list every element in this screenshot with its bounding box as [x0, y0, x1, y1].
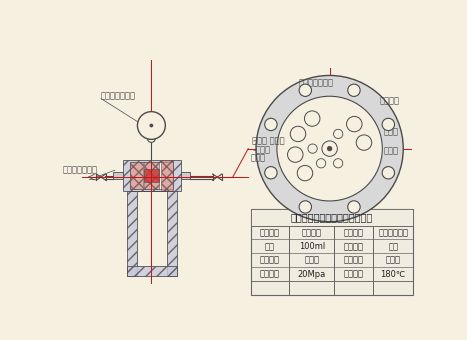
Circle shape — [333, 159, 343, 168]
Text: 蓝宝石微管釜: 蓝宝石微管釜 — [378, 228, 408, 237]
Text: 100ml: 100ml — [299, 242, 325, 251]
Circle shape — [333, 129, 343, 138]
Circle shape — [322, 141, 337, 156]
Bar — [130, 163, 173, 189]
Bar — [181, 172, 190, 180]
Circle shape — [256, 75, 403, 222]
Bar — [251, 209, 413, 226]
Bar — [113, 172, 123, 180]
Text: 进液口 排气口: 进液口 排气口 — [252, 136, 285, 146]
Text: 压力表和爆破网: 压力表和爆破网 — [101, 92, 136, 101]
Circle shape — [317, 159, 326, 168]
Bar — [167, 191, 177, 276]
Circle shape — [148, 135, 155, 142]
Text: 主体材质: 主体材质 — [344, 242, 364, 251]
Circle shape — [299, 84, 311, 97]
Text: 设计温度: 设计温度 — [344, 270, 364, 278]
Circle shape — [356, 135, 372, 150]
Bar — [130, 163, 143, 189]
Circle shape — [265, 118, 277, 131]
Circle shape — [150, 124, 153, 127]
Text: 蓝宝石孔: 蓝宝石孔 — [380, 96, 400, 105]
Circle shape — [137, 112, 165, 139]
Text: 设备名称: 设备名称 — [344, 228, 364, 237]
Bar — [127, 191, 137, 276]
Text: 20Mpa: 20Mpa — [297, 270, 326, 278]
Bar — [161, 160, 173, 191]
Text: 钛材: 钛材 — [388, 242, 398, 251]
Text: 取样口和排气口: 取样口和排气口 — [62, 166, 97, 175]
Circle shape — [277, 96, 382, 201]
Circle shape — [382, 167, 395, 179]
Text: 取样口: 取样口 — [256, 146, 271, 155]
Text: 进液口: 进液口 — [384, 127, 399, 136]
Text: 螺栓材质: 螺栓材质 — [344, 256, 364, 265]
Bar — [123, 160, 181, 191]
Circle shape — [290, 126, 306, 142]
Circle shape — [382, 118, 395, 131]
Text: 蓝宝石: 蓝宝石 — [304, 256, 319, 265]
Circle shape — [347, 116, 362, 132]
Text: 进气口: 进气口 — [384, 147, 399, 155]
Text: 180℃: 180℃ — [381, 270, 406, 278]
Bar — [144, 163, 159, 189]
Circle shape — [348, 201, 360, 213]
Bar — [137, 191, 167, 267]
Text: 取样口: 取样口 — [251, 153, 266, 162]
Circle shape — [304, 111, 320, 126]
Circle shape — [265, 167, 277, 179]
Circle shape — [308, 144, 317, 153]
Text: 客户名称: 客户名称 — [260, 228, 280, 237]
Bar — [251, 209, 413, 295]
Circle shape — [348, 84, 360, 97]
Bar — [127, 267, 177, 276]
Text: 容积: 容积 — [265, 242, 275, 251]
Text: 设计压力: 设计压力 — [260, 270, 280, 278]
Circle shape — [297, 165, 313, 181]
Text: 视窗材质: 视窗材质 — [260, 256, 280, 265]
Text: 压力表和爆破网: 压力表和爆破网 — [298, 79, 333, 88]
Circle shape — [299, 201, 311, 213]
Text: 北京世纪森朋实验仪器有限公司: 北京世纪森朋实验仪器有限公司 — [291, 212, 373, 222]
Circle shape — [288, 147, 303, 162]
Bar — [144, 169, 159, 182]
Text: 不锈钢: 不锈钢 — [386, 256, 401, 265]
Text: 北京大学: 北京大学 — [302, 228, 322, 237]
Circle shape — [327, 146, 332, 151]
